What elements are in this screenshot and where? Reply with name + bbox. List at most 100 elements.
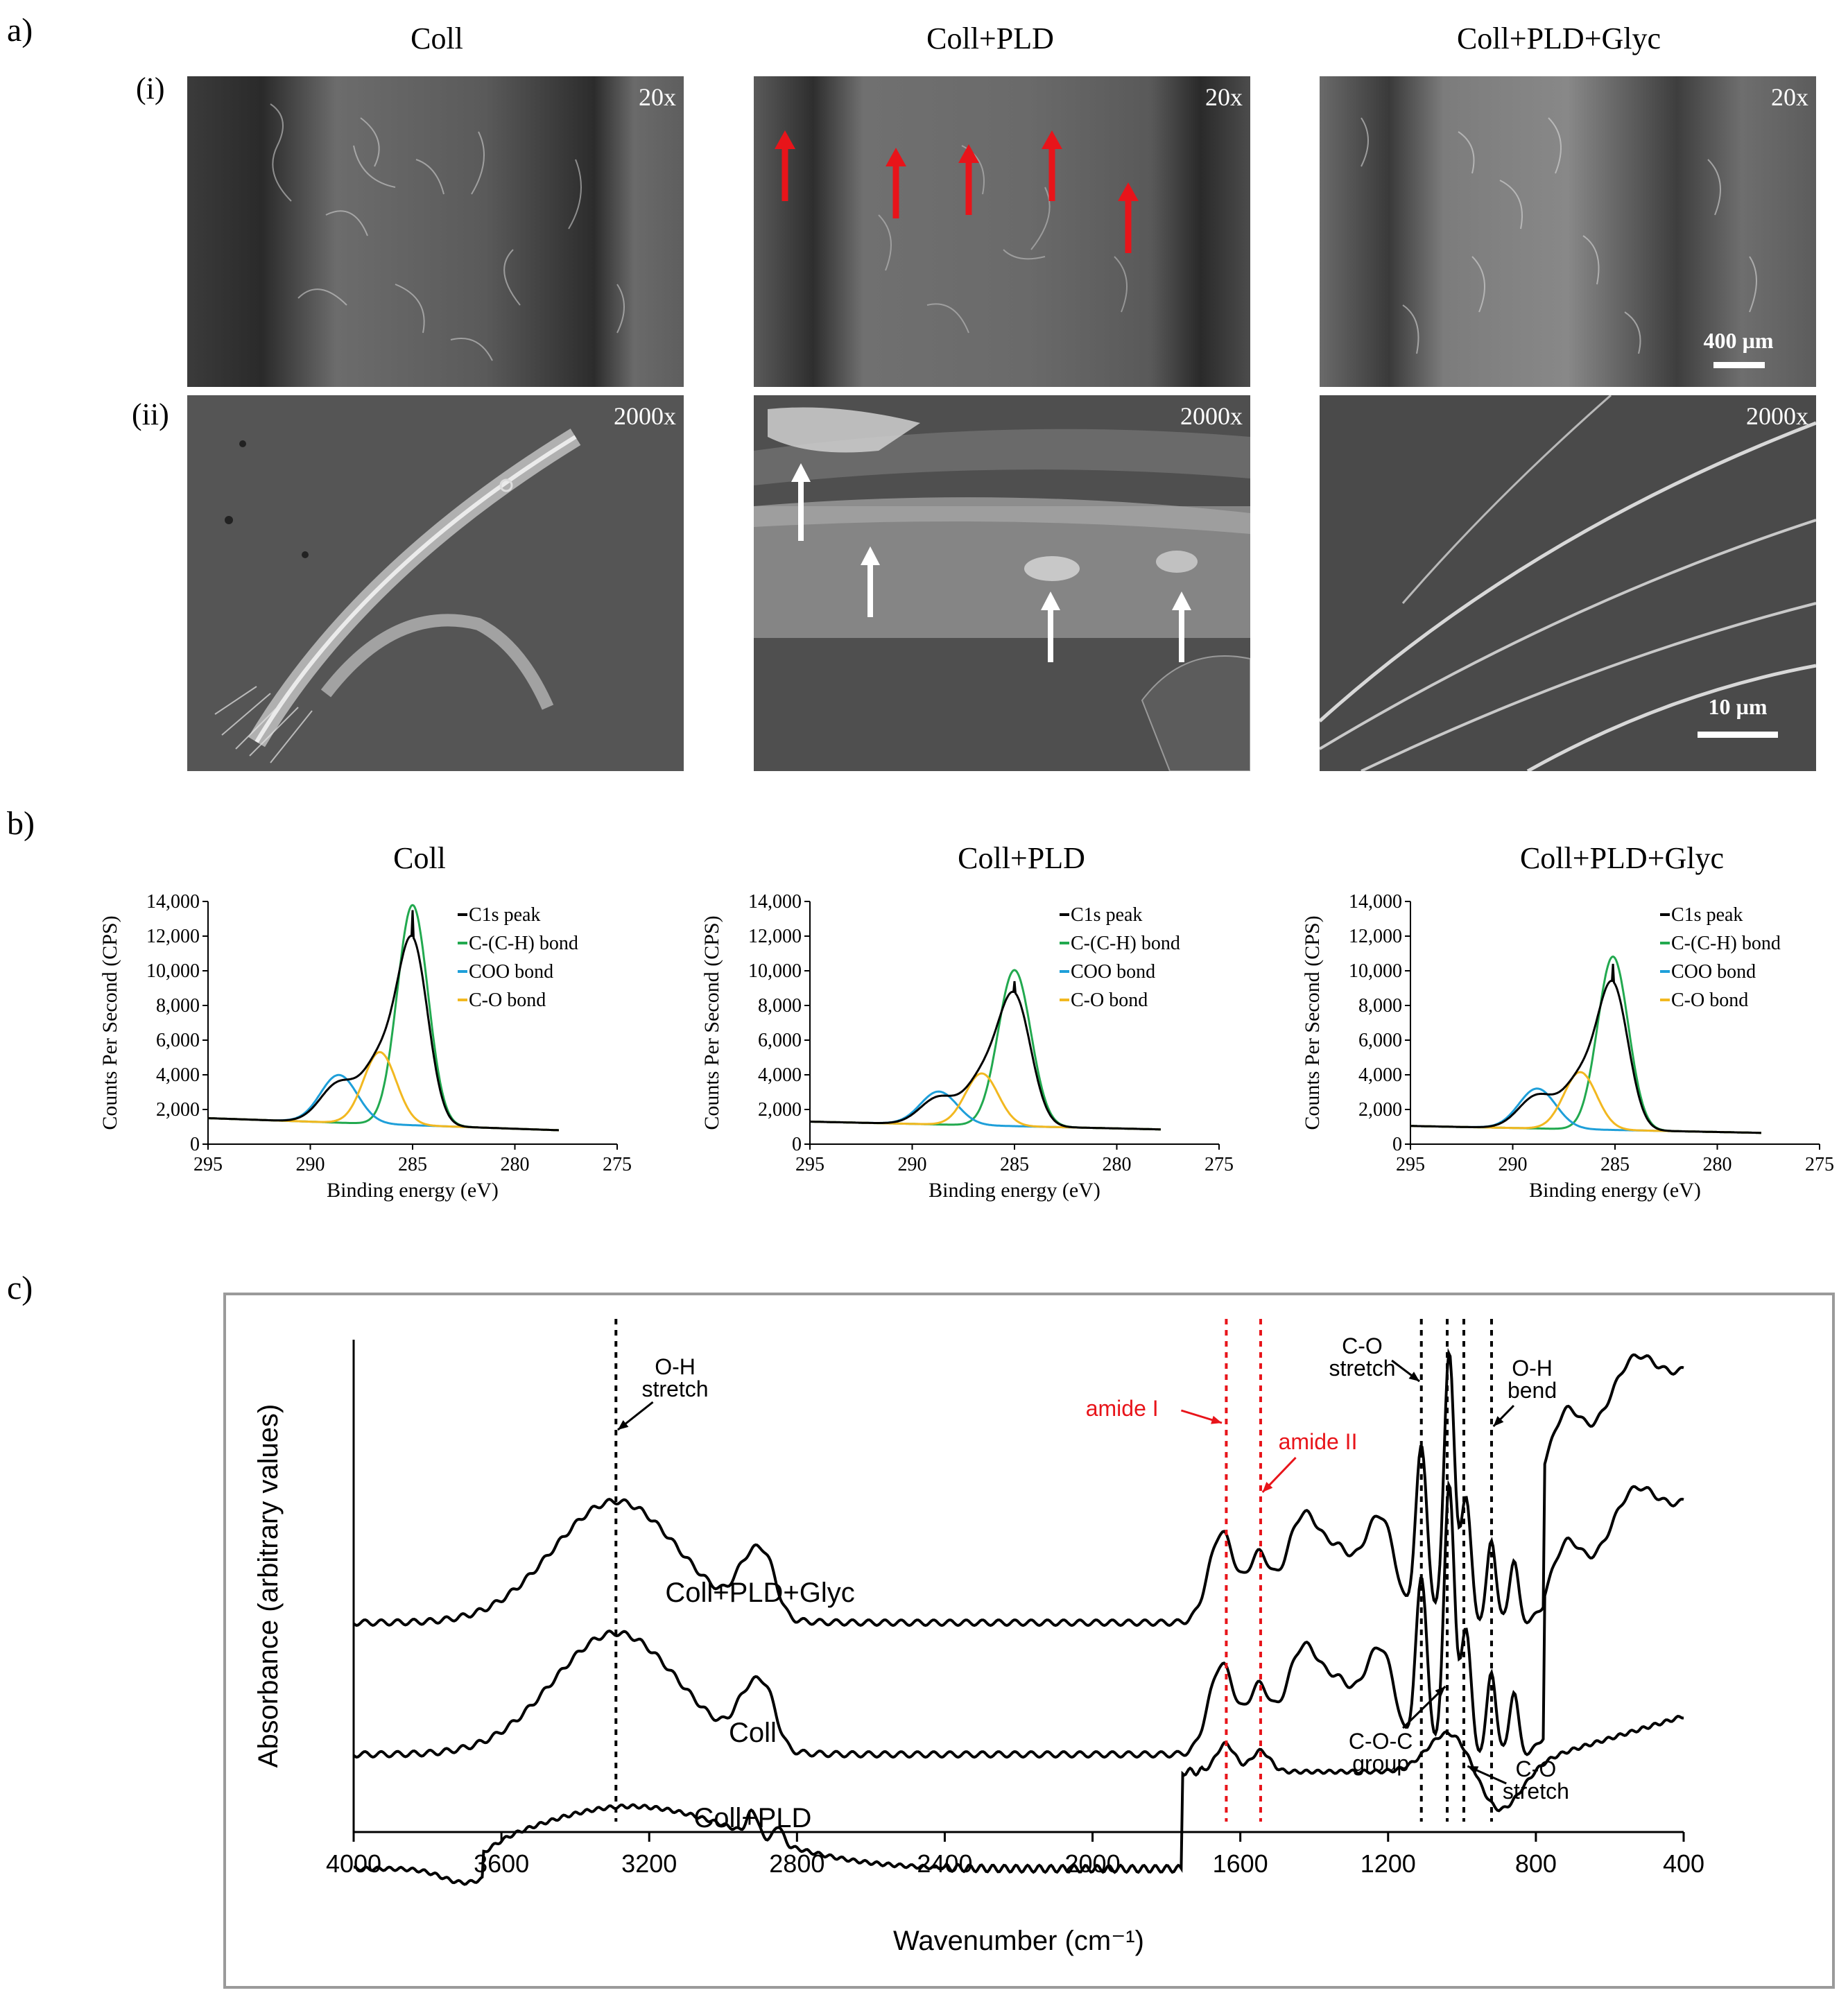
x-tick-label: 2000 xyxy=(1065,1849,1121,1878)
annotation-arrowhead xyxy=(1408,1372,1420,1381)
legend-label: C-(C-H) bond xyxy=(1071,933,1180,954)
x-tick-label: 1200 xyxy=(1361,1849,1416,1878)
annotation-co-stretch: C-O xyxy=(1342,1333,1383,1358)
y-tick-label: 4,000 xyxy=(156,1064,200,1086)
chart-title: Coll+PLD xyxy=(958,841,1085,875)
legend-label: C-(C-H) bond xyxy=(1671,933,1781,954)
series-line-coll-pld xyxy=(353,1715,1684,1886)
sem-image-coll-pld-2000x: 2000x xyxy=(754,395,1250,771)
y-tick-label: 2,000 xyxy=(758,1099,802,1121)
annotation-arrowhead xyxy=(617,1419,629,1430)
y-tick-label: 10,000 xyxy=(146,960,200,982)
y-tick-label: 8,000 xyxy=(1358,995,1402,1017)
chart-title: Coll+PLD+Glyc xyxy=(1520,841,1724,875)
y-tick-label: 10,000 xyxy=(1349,960,1402,982)
series-line-c-c-h-bond xyxy=(1410,955,1761,1134)
xps-chart-coll-pld-glyc: Coll+PLD+Glyc 0 2,000 4,000 6,000 8,000 10,000… xyxy=(1301,841,1834,1202)
x-axis-label: Wavenumber (cm⁻¹) xyxy=(893,1926,1144,1956)
y-tick-label: 2,000 xyxy=(156,1099,200,1121)
y-tick-label: 6,000 xyxy=(1358,1030,1402,1051)
series-line-c-o-bond xyxy=(1410,1071,1761,1134)
annotation-arrowhead xyxy=(1211,1415,1223,1424)
annotation-coc-group: group xyxy=(1352,1751,1409,1776)
xps-chart-coll-pld: Coll+PLD 0 2,000 4,000 6,000 8,000 10,000 12,00… xyxy=(700,841,1234,1202)
annotation-oh-stretch: O-H xyxy=(655,1354,696,1379)
xps-chart-coll: Coll 0 2,000 4,000 6,000 8,000 10,000 12,000 14,… xyxy=(98,841,632,1202)
panel-label-c: c) xyxy=(7,1270,33,1306)
x-tick-label: 295 xyxy=(1396,1154,1425,1175)
y-tick-label: 10,000 xyxy=(748,960,802,982)
x-tick-label: 280 xyxy=(501,1154,530,1175)
x-tick-label: 295 xyxy=(795,1154,824,1175)
sem-mag-label: 20x xyxy=(1205,83,1243,111)
sem-row-label-i: (i) xyxy=(136,71,165,105)
legend-label: C-O bond xyxy=(1071,990,1148,1011)
series-label: Coll+PLD xyxy=(693,1803,811,1833)
x-axis-label: Binding energy (eV) xyxy=(327,1179,499,1202)
annotation-co-stretch-bottom: stretch xyxy=(1503,1779,1569,1804)
y-tick-label: 0 xyxy=(792,1134,802,1155)
y-tick-label: 0 xyxy=(1392,1134,1402,1155)
sem-row-label-ii: (ii) xyxy=(132,397,169,431)
sem-image-coll-pld-20x: 20x xyxy=(754,76,1250,387)
sem-mag-label: 20x xyxy=(639,83,676,111)
ftir-chart: 4000 3600 3200 2800 2400 2000 1600 1200 800 400Wa… xyxy=(223,1293,1835,1989)
x-tick-label: 4000 xyxy=(326,1849,381,1878)
scale-bar xyxy=(1713,362,1765,368)
x-axis-label: Binding energy (eV) xyxy=(929,1179,1100,1202)
panel-label-a: a) xyxy=(7,12,33,49)
y-axis-label: Counts Per Second (CPS) xyxy=(700,915,723,1130)
x-tick-label: 800 xyxy=(1515,1849,1557,1878)
series-line-c1s-peak xyxy=(207,910,559,1132)
y-tick-label: 12,000 xyxy=(146,926,200,947)
x-tick-label: 275 xyxy=(603,1154,632,1175)
x-tick-label: 285 xyxy=(1000,1154,1029,1175)
series-line-coll-pld-glyc xyxy=(352,1347,1684,1627)
x-axis-label: Binding energy (eV) xyxy=(1529,1179,1701,1202)
annotation-arrowhead xyxy=(1467,1766,1479,1774)
y-tick-label: 14,000 xyxy=(748,891,802,913)
x-tick-label: 285 xyxy=(1600,1154,1630,1175)
annotation-oh-bend: O-H xyxy=(1512,1356,1553,1381)
legend-label: C1s peak xyxy=(1671,904,1743,926)
y-tick-label: 4,000 xyxy=(1358,1064,1402,1086)
annotation-amide-ii: amide II xyxy=(1279,1429,1358,1454)
sem-mag-label: 2000x xyxy=(1746,402,1808,430)
scale-bar-label: 10 µm xyxy=(1708,694,1767,719)
x-tick-label: 280 xyxy=(1103,1154,1132,1175)
x-tick-label: 1600 xyxy=(1213,1849,1268,1878)
x-tick-label: 290 xyxy=(898,1154,927,1175)
sem-title-coll-pld-glyc: Coll+PLD+Glyc xyxy=(1456,21,1661,55)
y-tick-label: 6,000 xyxy=(156,1030,200,1051)
series-line-coll xyxy=(352,1479,1684,1759)
series-label: Coll xyxy=(729,1718,777,1748)
x-tick-label: 290 xyxy=(296,1154,325,1175)
legend-label: C1s peak xyxy=(1071,904,1142,926)
chart-title: Coll xyxy=(393,841,446,875)
annotation-coc-group: C-O-C xyxy=(1349,1729,1413,1754)
sem-mag-label: 2000x xyxy=(614,402,676,430)
sem-mag-label: 2000x xyxy=(1180,402,1243,430)
y-tick-label: 12,000 xyxy=(748,926,802,947)
annotation-amide-i: amide I xyxy=(1086,1396,1159,1421)
sem-image-coll-pld-glyc-20x: 20x 400 µm xyxy=(1320,76,1816,387)
y-axis-label: Counts Per Second (CPS) xyxy=(98,915,121,1130)
annotation-arrowhead xyxy=(1435,1686,1446,1697)
y-axis-label: Absorbance (arbitrary values) xyxy=(253,1404,284,1768)
series-line-c-o-bond xyxy=(810,1072,1161,1131)
annotation-arrowhead xyxy=(1493,1416,1504,1426)
y-tick-label: 2,000 xyxy=(1358,1099,1402,1121)
legend-label: C1s peak xyxy=(469,904,540,926)
x-tick-label: 2400 xyxy=(917,1849,972,1878)
series-line-c1s-peak xyxy=(1410,963,1761,1134)
y-tick-label: 8,000 xyxy=(156,995,200,1017)
legend-label: COO bond xyxy=(1671,961,1756,983)
x-tick-label: 275 xyxy=(1805,1154,1834,1175)
panel-label-b: b) xyxy=(7,805,35,842)
sem-image-coll-pld-glyc-2000x: 2000x 10 µm xyxy=(1320,395,1816,771)
legend-label: C-O bond xyxy=(1671,990,1748,1011)
x-tick-label: 3200 xyxy=(621,1849,677,1878)
annotation-oh-stretch: stretch xyxy=(642,1376,709,1401)
legend-label: COO bond xyxy=(1071,961,1155,983)
annotation-co-stretch: stretch xyxy=(1329,1356,1395,1381)
